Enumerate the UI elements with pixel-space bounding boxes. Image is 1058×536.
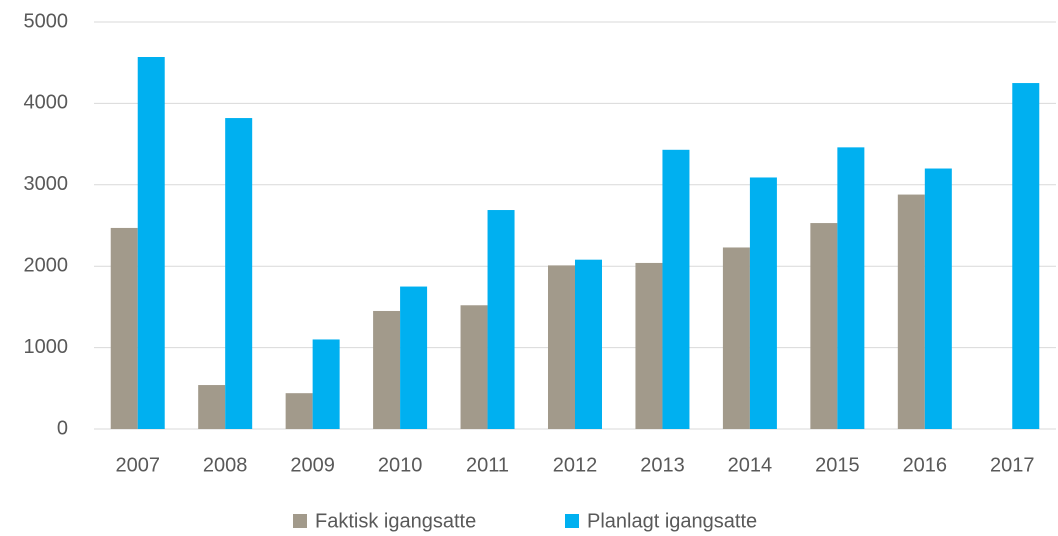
bar — [110, 227, 138, 429]
bar — [897, 194, 925, 429]
bar — [460, 305, 488, 429]
y-tick-label: 3000 — [24, 173, 69, 195]
bar — [487, 210, 515, 429]
x-tick-label: 2008 — [203, 454, 248, 476]
bar — [137, 57, 165, 429]
x-tick-label: 2011 — [466, 454, 509, 476]
legend-swatch — [293, 514, 307, 528]
x-tick-label: 2016 — [903, 454, 948, 476]
x-tick-label: 2015 — [815, 454, 860, 476]
bar — [749, 177, 777, 429]
bar — [400, 286, 428, 429]
x-tick-label: 2007 — [115, 454, 160, 476]
bar — [312, 339, 340, 429]
bar — [635, 262, 663, 429]
x-tick-label: 2017 — [990, 454, 1035, 476]
bar — [722, 247, 750, 429]
bar — [662, 149, 690, 429]
x-tick-label: 2013 — [640, 454, 685, 476]
x-tick-label: 2010 — [378, 454, 423, 476]
legend-swatch — [565, 514, 579, 528]
bar — [225, 118, 253, 429]
bar — [810, 223, 838, 429]
y-tick-label: 2000 — [24, 254, 69, 276]
bar — [575, 259, 602, 429]
bar — [548, 265, 575, 429]
legend-label: Faktisk igangsatte — [315, 510, 476, 532]
x-tick-label: 2014 — [728, 454, 773, 476]
x-tick-label: 2009 — [290, 454, 335, 476]
y-tick-label: 1000 — [24, 336, 69, 358]
y-tick-label: 0 — [57, 417, 68, 439]
y-tick-label: 4000 — [24, 92, 69, 114]
bar — [924, 168, 952, 429]
x-tick-label: 2012 — [553, 454, 598, 476]
bar — [198, 385, 226, 429]
bar — [837, 147, 865, 429]
bar — [1012, 83, 1040, 430]
y-tick-label: 5000 — [24, 10, 69, 32]
legend-label: Planlagt igangsatte — [587, 510, 757, 532]
bar — [373, 310, 401, 429]
bar — [285, 393, 313, 429]
